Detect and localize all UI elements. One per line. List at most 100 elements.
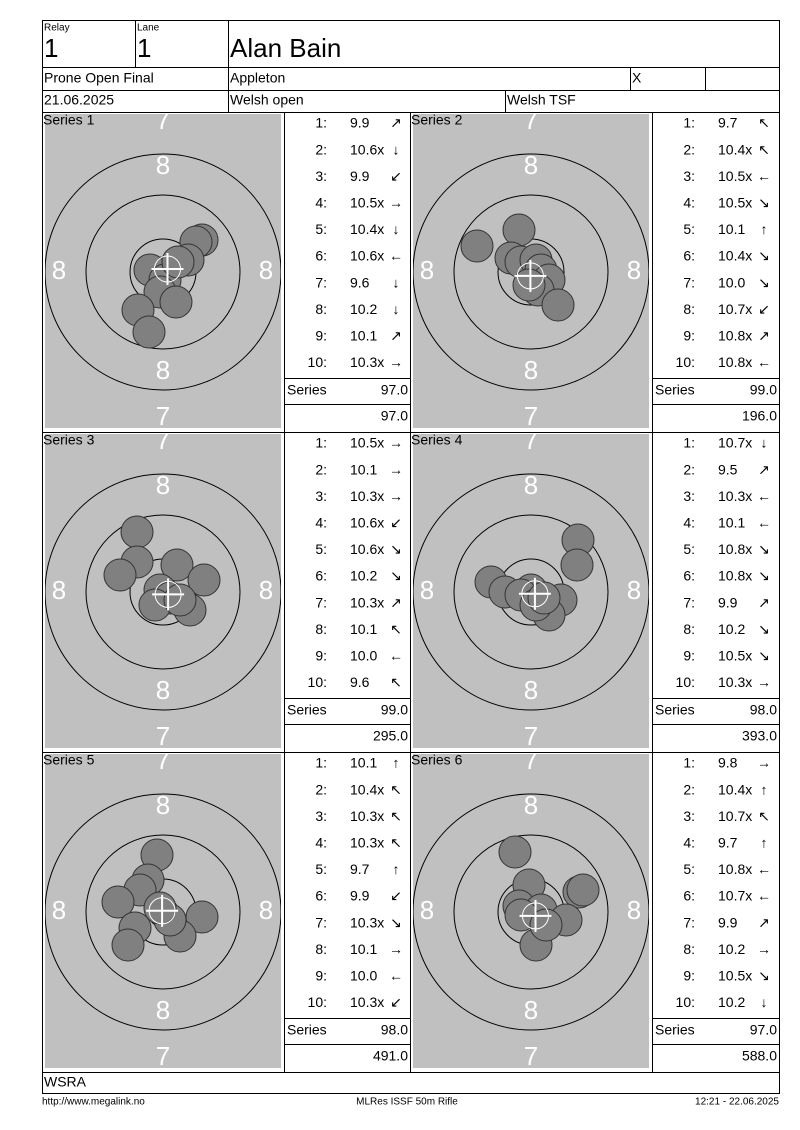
shot-score: 10.1 (718, 221, 745, 237)
shot-direction: → (389, 941, 403, 957)
ring-label: 7 (156, 425, 170, 455)
shot-direction: ↑ (761, 781, 768, 797)
shot-score: 10.1 (350, 621, 377, 637)
shot-score: 9.9 (350, 115, 370, 131)
shot-direction: → (757, 674, 771, 690)
shot-score: 10.4x (350, 221, 384, 237)
shot-score: 10.0 (350, 968, 377, 984)
ring-label: 8 (524, 470, 538, 500)
shot-score: 10.2 (350, 301, 377, 317)
shot-direction: ↓ (393, 274, 400, 290)
series-label: Series (287, 1022, 327, 1038)
shot-hole (101, 885, 135, 919)
shot-score: 10.3x (350, 914, 384, 930)
ring (85, 514, 241, 670)
shot-number: 5: (315, 221, 327, 237)
shot-direction: → (757, 755, 771, 771)
ring-label: 8 (524, 355, 538, 385)
shot-direction: ← (757, 488, 771, 504)
shot-number: 3: (315, 168, 327, 184)
ring-label: 7 (524, 401, 538, 431)
shot-score: 10.1 (350, 461, 377, 477)
shot-score: 10.7x (718, 301, 752, 317)
series-total: 98.0 (750, 702, 777, 718)
shot-direction: ↘ (758, 568, 770, 584)
series-label: Series (287, 382, 327, 398)
organizer: Welsh TSF (507, 92, 576, 108)
shot-number: 8: (315, 621, 327, 637)
relay: 1 (44, 33, 58, 63)
shot-number: 6: (315, 888, 327, 904)
shot-score: 10.8x (718, 541, 752, 557)
ring (85, 834, 241, 990)
shot-direction: ↗ (758, 328, 770, 344)
cumulative-total: 491.0 (373, 1048, 408, 1064)
ring (45, 473, 281, 711)
shot-direction: ↖ (390, 674, 402, 690)
shot-score: 10.8x (718, 328, 752, 344)
ring (413, 153, 649, 391)
series-label: Series (655, 1022, 695, 1038)
ring-label: 8 (524, 150, 538, 180)
shot-number: 2: (683, 141, 695, 157)
ring-label: 8 (156, 470, 170, 500)
shot-number: 10: (676, 674, 695, 690)
shot-score: 10.5x (350, 435, 384, 451)
shot-hole (541, 288, 575, 322)
ring (453, 834, 609, 990)
shot-number: 6: (683, 248, 695, 264)
shot-number: 10: (308, 354, 327, 370)
shot-number: 3: (315, 488, 327, 504)
ring-label: 8 (259, 575, 273, 605)
shot-number: 8: (315, 301, 327, 317)
shot-score: 9.7 (718, 115, 738, 131)
shot-number: 4: (315, 515, 327, 531)
series-title: Series 3 (43, 432, 95, 448)
ring-label: 8 (52, 895, 66, 925)
shot-direction: → (389, 354, 403, 370)
shot-direction: ↗ (758, 594, 770, 610)
series-title: Series 2 (411, 112, 463, 128)
shot-number: 5: (315, 541, 327, 557)
shot-direction: ↑ (393, 755, 400, 771)
series-title: Series 6 (411, 752, 463, 768)
shot-score: 10.5x (350, 195, 384, 211)
shot-score: 10.6x (350, 541, 384, 557)
shot-number: 2: (683, 781, 695, 797)
shot-number: 5: (683, 541, 695, 557)
ring-label: 8 (52, 575, 66, 605)
shot-direction: ↗ (390, 594, 402, 610)
shot-number: 7: (683, 914, 695, 930)
footer-software: MLRes ISSF 50m Rifle (356, 1097, 458, 1108)
shot-number: 7: (683, 594, 695, 610)
shot-number: 2: (315, 781, 327, 797)
shot-number: 8: (683, 301, 695, 317)
ring-label: 8 (156, 675, 170, 705)
shot-number: 10: (676, 994, 695, 1010)
shot-number: 3: (683, 808, 695, 824)
shot-number: 9: (315, 648, 327, 664)
flag: X (632, 70, 642, 86)
shot-score: 10.3x (718, 674, 752, 690)
shot-score: 10.5x (718, 168, 752, 184)
ring-label: 7 (156, 401, 170, 431)
cumulative-total: 588.0 (742, 1048, 777, 1064)
shot-number: 4: (683, 835, 695, 851)
shot-hole (120, 515, 154, 549)
ring-label: 7 (524, 745, 538, 775)
shot-number: 4: (315, 835, 327, 851)
series-title: Series 5 (43, 752, 95, 768)
shot-direction: → (389, 461, 403, 477)
shot-score: 10.1 (350, 755, 377, 771)
ring (453, 514, 609, 670)
shot-hole (132, 315, 166, 349)
shot-hole (560, 548, 594, 582)
shot-number: 8: (683, 621, 695, 637)
shot-hole (527, 581, 561, 615)
shot-number: 9: (683, 648, 695, 664)
shooter-name: Alan Bain (230, 33, 341, 63)
ring-label: 8 (420, 255, 434, 285)
series-label: Series (655, 382, 695, 398)
shot-score: 10.3x (350, 835, 384, 851)
shot-direction: ↑ (761, 221, 768, 237)
